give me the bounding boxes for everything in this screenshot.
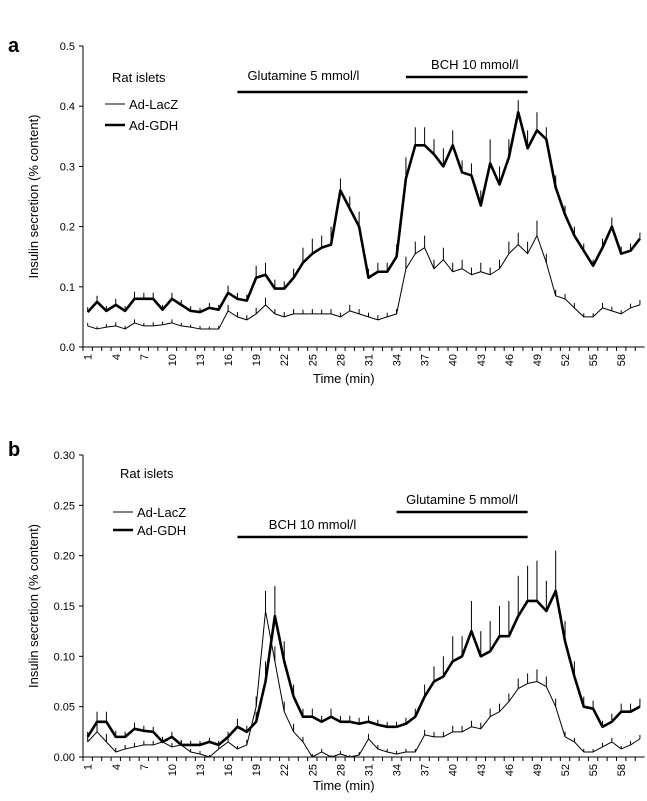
x-tick-label: 1 xyxy=(83,354,95,360)
x-tick-label: 10 xyxy=(167,764,179,776)
panel-label: a xyxy=(8,35,20,57)
legend-title: Rat islets xyxy=(120,466,174,481)
x-tick-label: 46 xyxy=(504,764,516,776)
x-tick-label: 16 xyxy=(223,354,235,366)
y-tick-label: 0.2 xyxy=(60,222,75,234)
x-tick-label: 19 xyxy=(251,764,263,776)
annotation-text: Glutamine 5 mmol/l xyxy=(247,68,359,83)
x-tick-label: 13 xyxy=(195,354,207,366)
x-tick-label: 7 xyxy=(139,354,151,360)
x-tick-label: 49 xyxy=(532,764,544,776)
y-tick-label: 0.10 xyxy=(54,651,75,663)
series-line xyxy=(87,610,641,758)
legend-label: Ad-GDH xyxy=(137,523,186,538)
x-tick-label: 40 xyxy=(448,354,460,366)
annotation-text: Glutamine 5 mmol/l xyxy=(406,492,518,507)
x-tick-label: 4 xyxy=(111,354,123,360)
y-tick-label: 0.20 xyxy=(54,551,75,563)
annotation-text: BCH 10 mmol/l xyxy=(269,517,357,532)
series-line xyxy=(86,589,641,747)
x-tick-label: 58 xyxy=(616,764,628,776)
x-tick-label: 31 xyxy=(363,354,375,366)
x-tick-label: 25 xyxy=(307,354,319,366)
legend-label: Ad-LacZ xyxy=(129,97,178,112)
x-tick-label: 40 xyxy=(448,764,460,776)
x-tick-label: 43 xyxy=(476,764,488,776)
y-tick-label: 0.4 xyxy=(60,101,75,113)
x-tick-label: 16 xyxy=(223,764,235,776)
series-line xyxy=(86,110,641,314)
x-tick-label: 28 xyxy=(335,764,347,776)
x-tick-label: 22 xyxy=(279,354,291,366)
x-tick-label: 10 xyxy=(167,354,179,366)
x-tick-label: 58 xyxy=(616,354,628,366)
legend-title: Rat islets xyxy=(112,70,166,85)
x-tick-label: 34 xyxy=(392,354,404,366)
y-tick-label: 0.0 xyxy=(60,342,75,354)
x-tick-label: 13 xyxy=(195,764,207,776)
x-tick-label: 37 xyxy=(420,764,432,776)
x-tick-label: 46 xyxy=(504,354,516,366)
x-tick-label: 1 xyxy=(83,764,95,770)
y-tick-label: 0.5 xyxy=(60,41,75,53)
x-tick-label: 52 xyxy=(560,764,572,776)
series-line xyxy=(87,235,641,330)
x-tick-label: 49 xyxy=(532,354,544,366)
x-tick-label: 22 xyxy=(279,764,291,776)
y-axis-title: Insulin secretion (% content) xyxy=(26,114,41,278)
y-tick-label: 0.05 xyxy=(54,702,75,714)
y-tick-label: 0.00 xyxy=(54,752,75,764)
y-tick-label: 0.1 xyxy=(60,282,75,294)
x-axis-title: Time (min) xyxy=(313,778,375,793)
x-tick-label: 37 xyxy=(420,354,432,366)
x-tick-label: 43 xyxy=(476,354,488,366)
x-tick-label: 52 xyxy=(560,354,572,366)
panel-label: b xyxy=(8,439,20,461)
y-axis-title: Insulin secretion (% content) xyxy=(26,524,41,688)
x-tick-label: 25 xyxy=(307,764,319,776)
y-tick-label: 0.30 xyxy=(54,450,75,462)
x-tick-label: 34 xyxy=(392,764,404,776)
y-tick-label: 0.25 xyxy=(54,500,75,512)
x-tick-label: 55 xyxy=(588,354,600,366)
y-tick-label: 0.3 xyxy=(60,161,75,173)
x-tick-label: 19 xyxy=(251,354,263,366)
legend-label: Ad-LacZ xyxy=(137,505,186,520)
x-tick-label: 28 xyxy=(335,354,347,366)
y-tick-label: 0.15 xyxy=(54,601,75,613)
legend-label: Ad-GDH xyxy=(129,118,178,133)
x-tick-label: 7 xyxy=(139,764,151,770)
x-axis-title: Time (min) xyxy=(313,371,375,386)
x-tick-label: 31 xyxy=(363,764,375,776)
x-tick-label: 55 xyxy=(588,764,600,776)
x-tick-label: 4 xyxy=(111,764,123,770)
annotation-text: BCH 10 mmol/l xyxy=(431,57,519,72)
